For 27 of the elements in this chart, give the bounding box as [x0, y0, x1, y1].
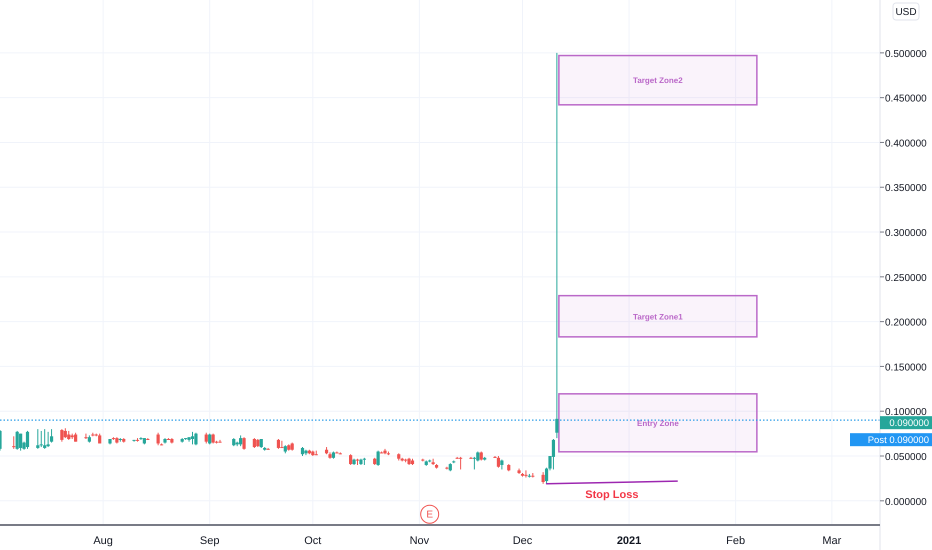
band-label: Target Zone1: [633, 312, 684, 322]
series-label: Stop Loss: [585, 488, 638, 501]
x-tick-label: Mar: [822, 535, 842, 547]
x-tick-label: Feb: [726, 535, 746, 547]
x-tick-label: Oct: [304, 535, 322, 547]
y-tick-label: 0.250000: [885, 272, 928, 284]
y-tick-label: 0.100000: [885, 407, 928, 418]
y-tick-label: 0.400000: [885, 138, 928, 150]
ref-line-label: Post 0.090000: [868, 435, 929, 446]
y-tick-label: 0.150000: [885, 362, 928, 374]
x-tick-label: Nov: [410, 535, 430, 547]
x-tick-label: Sep: [200, 535, 220, 547]
band-label: Entry Zone: [636, 418, 680, 428]
y-tick-label: 0.350000: [885, 183, 928, 194]
ref-line-label: 0.090000: [889, 418, 929, 430]
x-tick-label: Aug: [93, 535, 113, 547]
band-label: Target Zone2: [633, 76, 684, 86]
y-axis-title: USD: [895, 7, 917, 18]
x-tick-label: Dec: [512, 535, 533, 547]
y-tick-label: 0.500000: [885, 48, 928, 60]
y-tick-label: 0.300000: [885, 228, 928, 240]
y-tick-label: 0.050000: [885, 452, 928, 464]
x-tick-label: 2021: [616, 535, 642, 547]
annotation: E: [426, 510, 434, 521]
y-tick-label: 0.450000: [885, 94, 928, 105]
y-tick-label: 0.000000: [885, 496, 928, 508]
y-tick-label: 0.200000: [885, 318, 928, 329]
